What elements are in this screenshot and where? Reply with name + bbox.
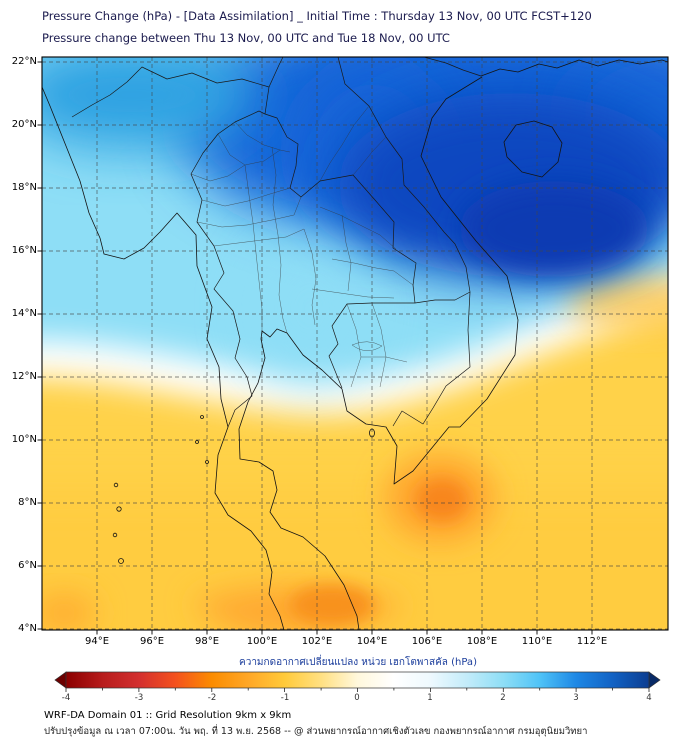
lon-tick-label: 108°E (466, 636, 498, 647)
lon-tick-label: 104°E (356, 636, 388, 647)
lon-tick-label: 98°E (194, 636, 220, 647)
colorbar-tick-label: 2 (500, 693, 506, 703)
colorbar-tick-label: -4 (61, 693, 71, 703)
lat-tick-label: 18°N (11, 182, 37, 193)
lat-tick-label: 14°N (11, 308, 37, 319)
footer-update-info: ปรับปรุงข้อมูล ณ เวลา 07:00น. วัน พฤ. ที… (44, 726, 588, 737)
province-borders (190, 105, 414, 388)
footer-domain-info: WRF-DA Domain 01 :: Grid Resolution 9km … (44, 710, 292, 721)
figure-subtitle: Pressure change between Thu 13 Nov, 00 U… (42, 31, 450, 45)
colorbar-tick-label: 3 (573, 693, 579, 703)
colorbar-tick-marks (65, 688, 650, 692)
lat-tick-label: 16°N (11, 245, 37, 256)
colorbar-tick-label: 0 (354, 693, 360, 703)
lat-tick-label: 10°N (11, 434, 37, 445)
colorbar-tick-label: -1 (280, 693, 290, 703)
lat-tick-label: 4°N (18, 623, 37, 634)
lon-tick-label: 106°E (411, 636, 443, 647)
lat-tick-label: 20°N (11, 119, 37, 130)
colorbar-tick-label: 1 (427, 693, 433, 703)
colorbar-title: ความกดอากาศเปลี่ยนแปลง หน่วย เฮกโตพาสคัล… (239, 657, 477, 668)
colorbar (54, 671, 661, 692)
colorbar-gradient-bar (65, 671, 650, 689)
lat-tick-label: 22°N (11, 56, 37, 67)
colorbar-under-arrow (54, 671, 67, 689)
pressure-field (42, 57, 668, 630)
colorbar-tick-label: 4 (646, 693, 652, 703)
country-borders (71, 57, 482, 428)
graticule-gridlines (42, 57, 668, 630)
map-plot-area (37, 56, 669, 635)
lon-tick-label: 112°E (576, 636, 608, 647)
plot-border (41, 56, 669, 631)
lon-tick-label: 94°E (84, 636, 110, 647)
lat-tick-label: 12°N (11, 371, 37, 382)
lat-tick-label: 6°N (18, 560, 37, 571)
colorbar-tick-label: -3 (134, 693, 144, 703)
map-svg (37, 56, 669, 635)
lat-tick-label: 8°N (18, 497, 37, 508)
axis-tick-marks (37, 61, 593, 635)
lon-tick-label: 96°E (139, 636, 165, 647)
lon-tick-label: 100°E (246, 636, 278, 647)
colorbar-over-arrow (648, 671, 661, 689)
figure-title: Pressure Change (hPa) - [Data Assimilati… (42, 9, 592, 23)
lon-tick-label: 102°E (301, 636, 333, 647)
colorbar-tick-label: -2 (207, 693, 217, 703)
lon-tick-label: 110°E (521, 636, 553, 647)
coastline-borders (42, 59, 668, 630)
